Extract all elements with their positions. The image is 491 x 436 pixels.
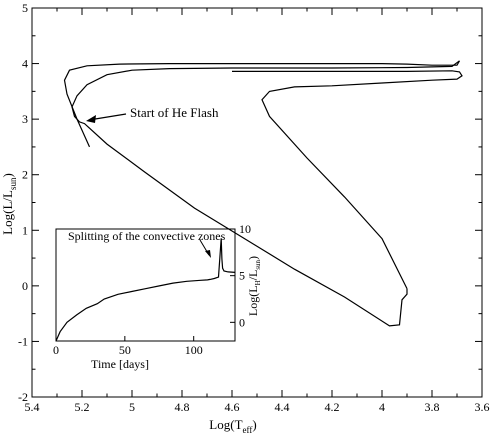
x-tick-label: 4.4 (275, 400, 290, 414)
y-tick-label: 0 (22, 279, 28, 293)
y-tick-label: 10 (239, 222, 251, 236)
x-tick-label: 4.6 (225, 400, 240, 414)
x-tick-label: 4 (379, 400, 385, 414)
y-tick-label: 1 (22, 223, 28, 237)
series-line-2 (232, 70, 463, 289)
main-plot-frame (31, 7, 483, 398)
annotation-arrow-head (86, 115, 96, 123)
annotation-he-flash: Start of He Flash (130, 105, 219, 120)
y-tick-label: -2 (18, 390, 28, 404)
x-tick-label: 5.2 (75, 400, 90, 414)
inset-curves (55, 238, 236, 342)
x-tick-label: 5 (129, 400, 135, 414)
y-tick-label: 0 (239, 315, 245, 329)
inset-x-axis-label: Time [days] (91, 357, 149, 371)
main-curves (63, 60, 463, 327)
x-tick-label: 3.8 (425, 400, 440, 414)
series-line-0 (55, 238, 236, 342)
series-line-0 (63, 60, 461, 148)
main-x-axis-label: Log(Teff) (209, 417, 256, 435)
y-tick-label: 5 (239, 269, 245, 283)
x-tick-label: 3.6 (475, 400, 490, 414)
x-tick-label: 4.2 (325, 400, 340, 414)
x-tick-label: 4.8 (175, 400, 190, 414)
inset-plot-frame (55, 228, 236, 342)
x-tick-label: 5.4 (25, 400, 40, 414)
x-tick-label: 0 (53, 343, 59, 357)
inset-axis-ticks: 0 50 100 0 5 10 (53, 222, 251, 357)
y-tick-label: 4 (22, 57, 28, 71)
series-line-1 (71, 60, 460, 327)
annotation-convective-split: Splitting of the convective zones (68, 229, 226, 243)
x-tick-label: 50 (119, 343, 131, 357)
y-tick-label: -1 (18, 334, 28, 348)
y-tick-label: 5 (22, 1, 28, 15)
inset-annotation-arrow-head (205, 250, 211, 258)
main-axis-ticks: 5.4 5.2 5 4.8 4.6 4.4 4.2 4 3.8 3.6 -2 -1 0 1 2 3 4 5 (18, 1, 490, 414)
x-tick-label: 100 (185, 343, 203, 357)
inset-y-axis-label: Log(LH/Lsun) (246, 256, 262, 316)
y-tick-label: 3 (22, 112, 28, 126)
y-tick-label: 2 (22, 168, 28, 182)
main-y-axis-label: Log(L/Lsun) (0, 173, 18, 235)
